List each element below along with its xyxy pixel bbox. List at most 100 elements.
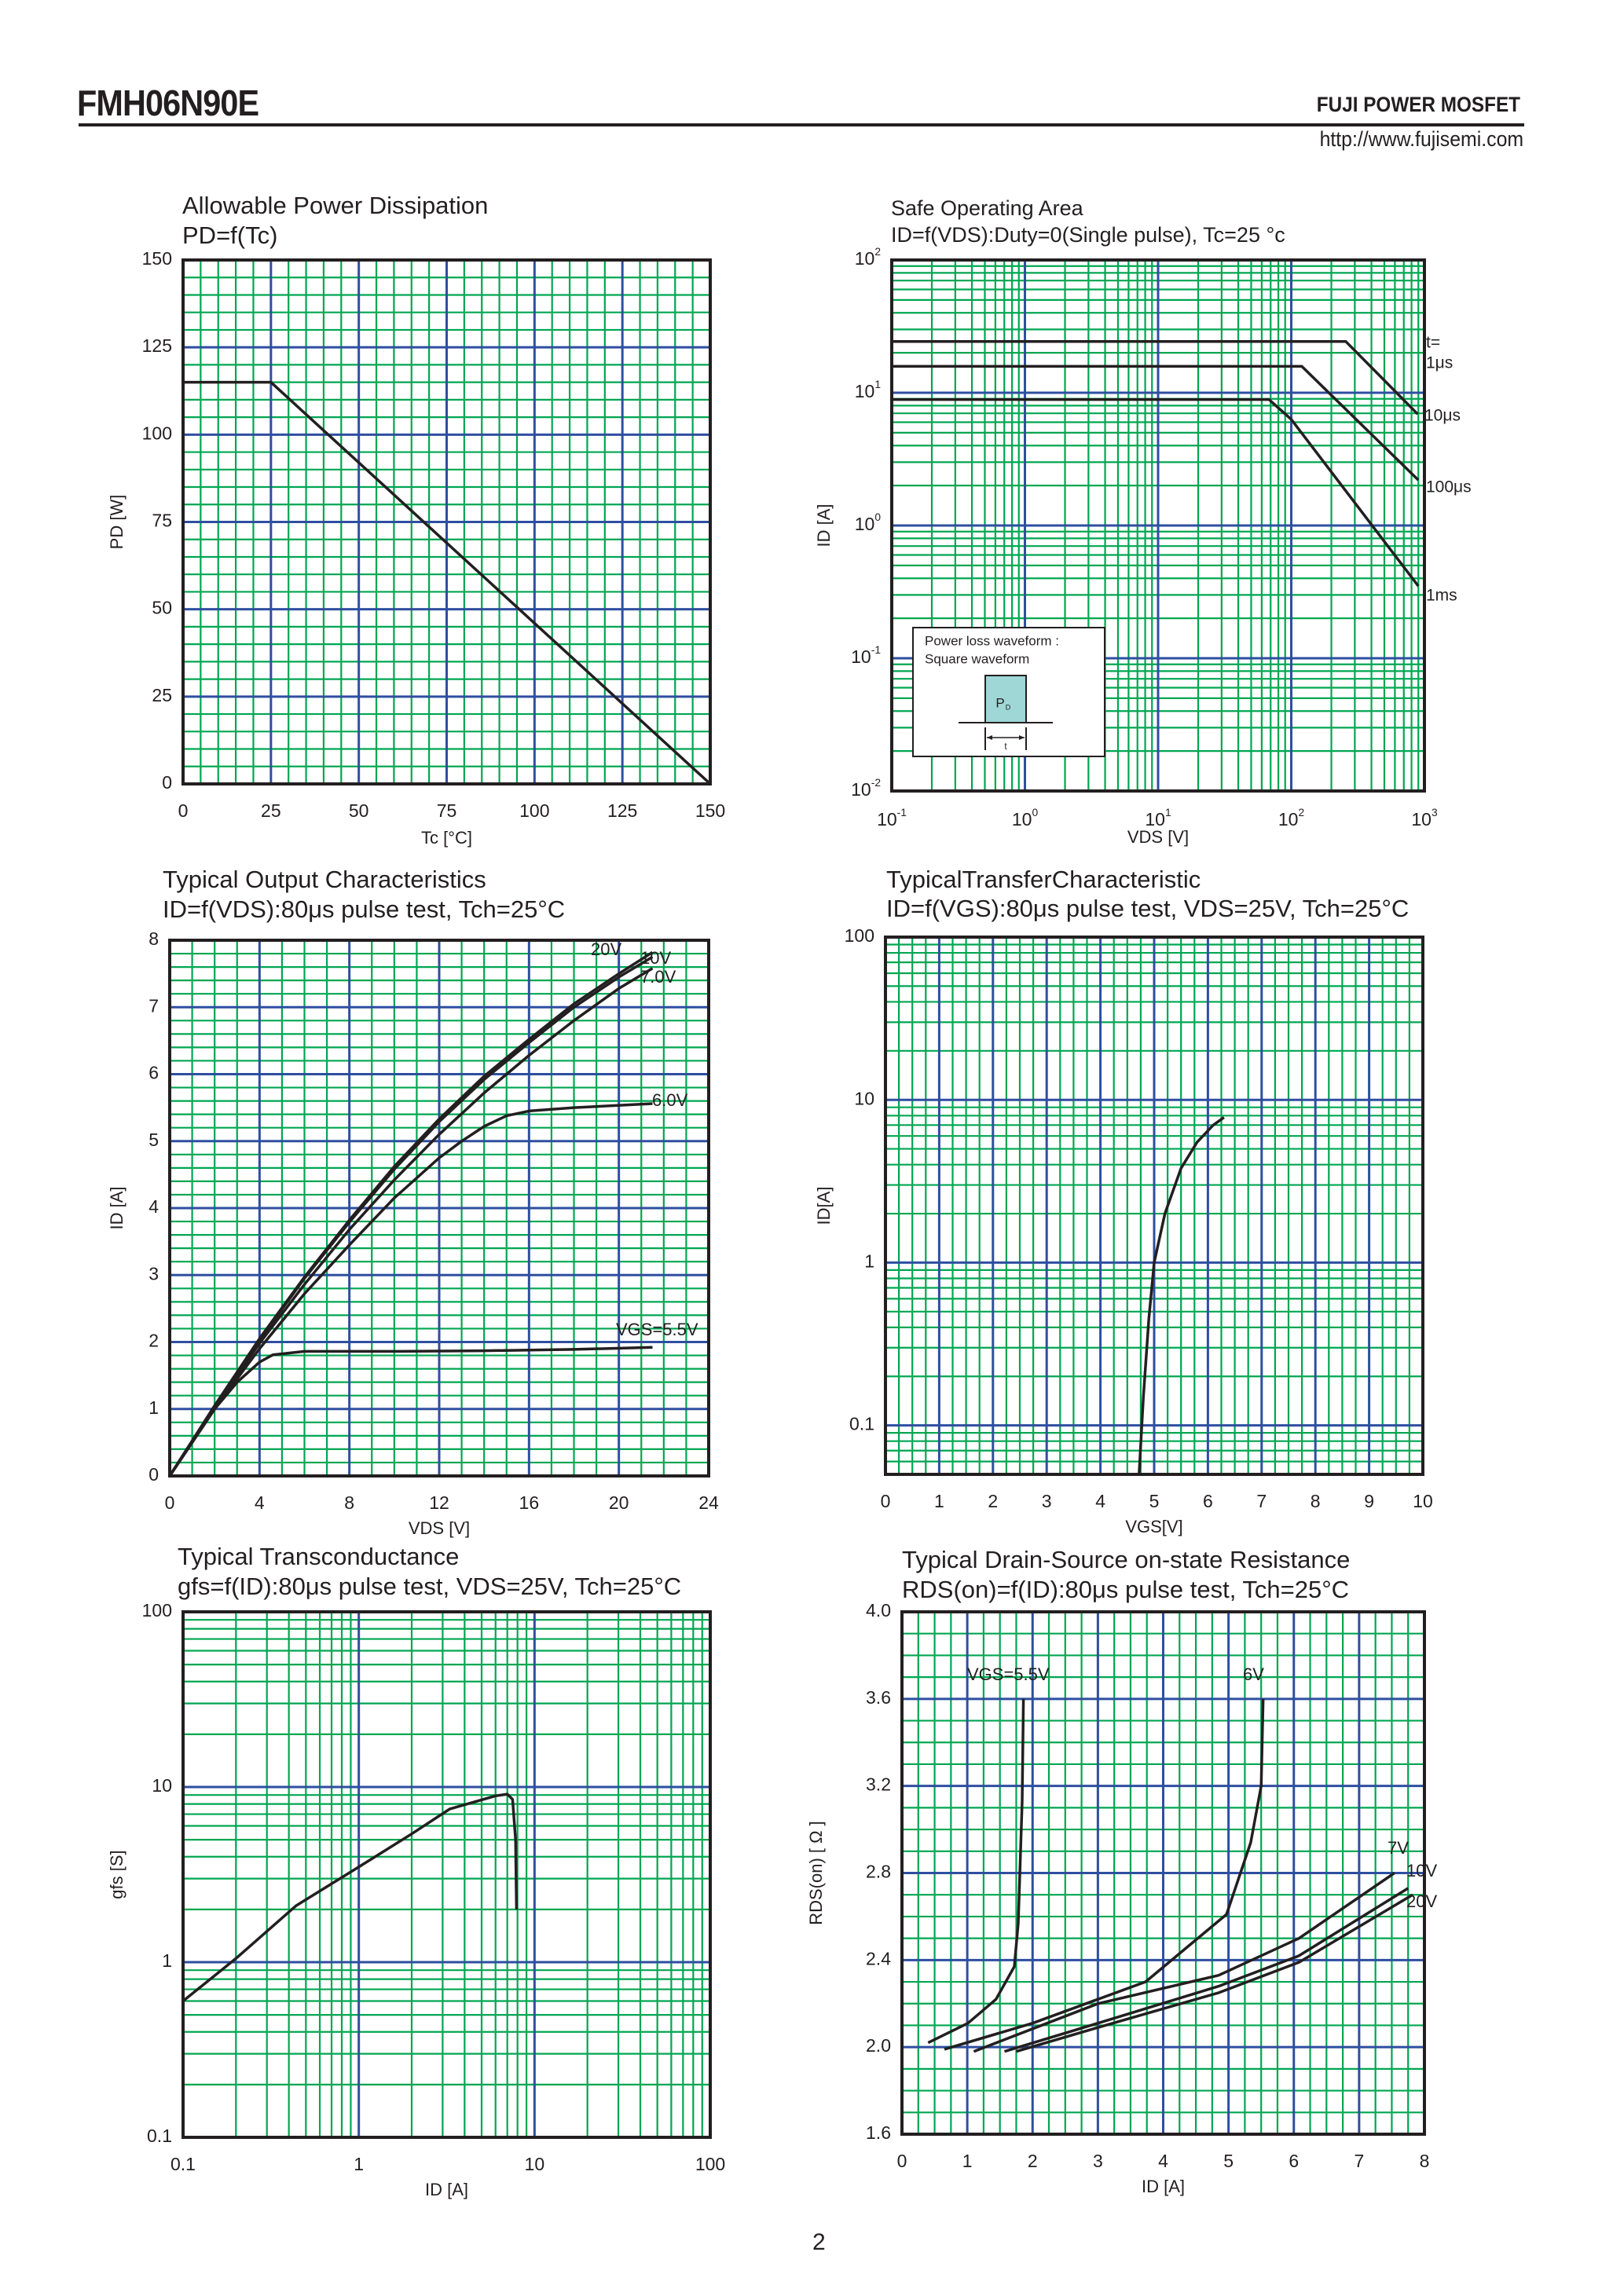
x-tick-label: 5 bbox=[1223, 2151, 1234, 2171]
x-tick-label: 2 bbox=[1028, 2151, 1038, 2171]
x-tick-label: 1 bbox=[934, 1491, 944, 1511]
y-tick-label: 75 bbox=[152, 511, 172, 531]
chart-3-subtitle: ID=f(VDS):80μs pulse test, Tch=25°C bbox=[163, 895, 566, 923]
x-tick-label: 8 bbox=[1420, 2151, 1430, 2171]
series-line bbox=[892, 340, 1419, 416]
waveform-inset bbox=[912, 627, 1105, 757]
inset-text: Power loss waveform : bbox=[925, 633, 1059, 648]
y-tick-label: 2.8 bbox=[866, 1862, 891, 1882]
x-tick-label: 25 bbox=[261, 800, 281, 821]
x-tick-label: 10 bbox=[1413, 1491, 1433, 1511]
x-tick-label: 1 bbox=[962, 2151, 973, 2171]
series-line bbox=[973, 1872, 1395, 2053]
series-line bbox=[181, 1792, 519, 2002]
series-line bbox=[892, 397, 1420, 588]
y-tick-label: 7 bbox=[148, 995, 159, 1016]
x-tick-label: 4 bbox=[1158, 2151, 1168, 2171]
x-tick-label: 1 bbox=[354, 2154, 364, 2174]
y-tick-label: 10-2 bbox=[851, 777, 881, 800]
series-label: 7.0V bbox=[640, 967, 676, 987]
y-axis-label: PD [W] bbox=[107, 495, 126, 550]
series-line bbox=[168, 967, 654, 1477]
y-tick-label: 4.0 bbox=[866, 1600, 891, 1620]
y-axis-label: ID [A] bbox=[107, 1186, 126, 1229]
y-tick-label: 10 bbox=[854, 1088, 874, 1108]
chart-1-subtitle: PD=f(Tc) bbox=[182, 222, 278, 249]
series-line bbox=[1016, 1893, 1413, 2053]
series-label: 10V bbox=[640, 948, 671, 968]
x-tick-label: 101 bbox=[1145, 807, 1171, 829]
chart-2-title: Safe Operating Area bbox=[891, 196, 1083, 220]
chart-4-subtitle: ID=f(VGS):80μs pulse test, VDS=25V, Tch=… bbox=[886, 895, 1410, 922]
x-tick-label: 0 bbox=[165, 1492, 175, 1513]
chart-5-subtitle: gfs=f(ID):80μs pulse test, VDS=25V, Tch=… bbox=[178, 1573, 682, 1600]
series-label: 6V bbox=[1243, 1664, 1264, 1684]
series-label: VGS=5.5V bbox=[967, 1664, 1050, 1684]
x-tick-label: 10 bbox=[525, 2154, 545, 2174]
y-tick-label: 125 bbox=[142, 335, 172, 356]
series-line bbox=[1003, 1887, 1410, 2053]
series-line bbox=[1138, 1116, 1225, 1475]
chart-5-title: Typical Transconductance bbox=[178, 1543, 460, 1570]
x-tick-label: 8 bbox=[344, 1492, 354, 1513]
y-tick-label: 2 bbox=[148, 1331, 159, 1351]
x-tick-label: 24 bbox=[698, 1492, 719, 1513]
plot-frame bbox=[884, 936, 1424, 1476]
y-tick-label: 0.1 bbox=[147, 2126, 172, 2146]
pulse-width-label: t= bbox=[1426, 334, 1440, 352]
chart-3 bbox=[168, 939, 710, 1478]
x-tick-label: 100 bbox=[519, 800, 549, 821]
x-tick-label: 0 bbox=[178, 800, 189, 821]
brand: FUJI POWER MOSFET bbox=[1316, 93, 1520, 116]
y-tick-label: 100 bbox=[142, 423, 172, 443]
x-axis-label: VDS [V] bbox=[1127, 827, 1189, 847]
pulse-width-label: 10μs bbox=[1424, 407, 1461, 425]
y-tick-label: 3 bbox=[148, 1263, 159, 1283]
website-url: http://www.fujisemi.com bbox=[1319, 127, 1523, 151]
x-tick-label: 10-1 bbox=[877, 807, 907, 829]
series-line bbox=[168, 1346, 653, 1477]
x-tick-label: 0 bbox=[897, 2151, 907, 2171]
y-tick-label: 8 bbox=[148, 928, 159, 949]
x-tick-label: 0.1 bbox=[170, 2154, 196, 2174]
y-tick-label: 3.6 bbox=[866, 1687, 891, 1708]
y-tick-label: 150 bbox=[142, 248, 172, 269]
y-tick-label: 2.0 bbox=[866, 2035, 891, 2056]
plot-frame bbox=[181, 1610, 712, 2139]
y-tick-label: 102 bbox=[855, 246, 881, 269]
series-line bbox=[168, 1102, 653, 1477]
chart-1 bbox=[181, 258, 712, 785]
x-tick-label: 103 bbox=[1411, 807, 1438, 829]
chart-6-subtitle: RDS(on)=f(ID):80μs pulse test, Tch=25°C bbox=[902, 1576, 1349, 1603]
x-tick-label: 9 bbox=[1364, 1491, 1374, 1511]
y-tick-label: 1 bbox=[148, 1397, 159, 1418]
y-tick-label: 3.2 bbox=[866, 1774, 891, 1795]
series-line bbox=[944, 1698, 1265, 2051]
chart-2 bbox=[890, 258, 1426, 793]
x-tick-label: 16 bbox=[519, 1492, 540, 1513]
y-tick-label: 10-1 bbox=[851, 644, 881, 667]
plot-frame bbox=[168, 939, 710, 1478]
x-tick-label: 8 bbox=[1311, 1491, 1321, 1511]
x-tick-label: 150 bbox=[695, 800, 725, 821]
x-tick-label: 102 bbox=[1278, 807, 1304, 829]
x-axis-label: VDS [V] bbox=[409, 1518, 470, 1538]
pulse-width-label: 100μs bbox=[1426, 478, 1472, 496]
y-tick-label: 5 bbox=[148, 1130, 159, 1150]
x-tick-label: 50 bbox=[349, 800, 369, 821]
y-tick-label: 25 bbox=[152, 685, 172, 705]
y-tick-label: 1 bbox=[162, 1950, 172, 1971]
pulse-width-t: t bbox=[1004, 741, 1007, 752]
series-line bbox=[892, 364, 1420, 482]
y-axis-label: RDS(on) [ Ω ] bbox=[806, 1821, 826, 1925]
y-axis-label: gfs [S] bbox=[107, 1850, 126, 1899]
pulse-width-label: 1ms bbox=[1426, 587, 1457, 605]
series-label: 20V bbox=[1406, 1891, 1437, 1911]
x-tick-label: 4 bbox=[1095, 1491, 1105, 1511]
plot-frame bbox=[900, 1610, 1426, 2136]
y-axis-label: ID[A] bbox=[814, 1187, 834, 1225]
y-tick-label: 0.1 bbox=[849, 1414, 874, 1434]
plot-frame bbox=[181, 258, 712, 785]
y-tick-label: 6 bbox=[148, 1063, 159, 1083]
